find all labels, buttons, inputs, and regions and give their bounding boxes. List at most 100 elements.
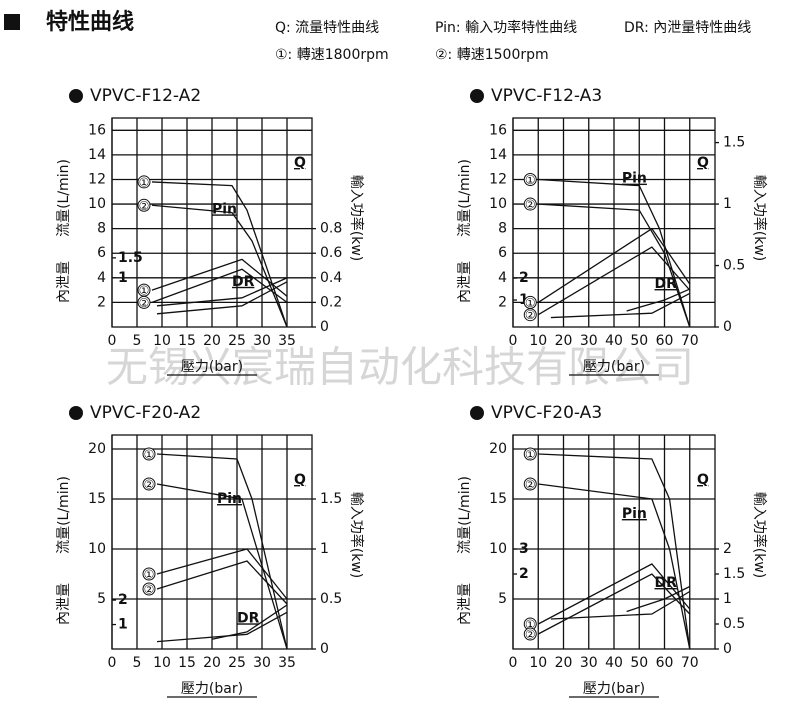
- curve: [151, 204, 288, 328]
- y3-tick-label: 2: [519, 270, 529, 286]
- title-bullet: [470, 89, 484, 103]
- curve-label-ring: [523, 477, 537, 491]
- x-tick-label: 60: [656, 655, 674, 671]
- curve: [156, 453, 288, 650]
- curve-label-ring: [523, 447, 537, 461]
- x-tick-label: 25: [228, 655, 246, 671]
- y-tick-label: 8: [498, 221, 507, 237]
- watermark: 无锡兴宸瑞自动化科技有限公司: [106, 343, 694, 392]
- y-tick-label: 20: [88, 441, 106, 457]
- series-name: DR: [237, 610, 260, 626]
- y3-axis-label: 內泄量: [457, 261, 473, 303]
- y2-tick-label: 0.5: [320, 591, 342, 607]
- y2-tick-label: 1: [320, 541, 329, 557]
- y-tick-label: 16: [489, 122, 507, 138]
- x-tick-label: 50: [630, 655, 648, 671]
- curve-label: ②: [144, 478, 155, 492]
- x-tick-label: 35: [278, 333, 296, 349]
- y2-tick-label: 0: [723, 641, 732, 657]
- y-tick-label: 20: [489, 441, 507, 457]
- legend-text: ②: 轉速1500rpm: [435, 47, 549, 63]
- x-axis-label: 壓力(bar): [181, 359, 243, 375]
- x-axis-label: 壓力(bar): [583, 681, 645, 697]
- curve: [550, 292, 691, 319]
- series-name: Q: [294, 155, 306, 171]
- x-tick-label: 15: [178, 333, 196, 349]
- y-tick-label: 12: [88, 171, 106, 187]
- y3-tick-label: 1: [118, 270, 128, 286]
- legend-text: DR: 內泄量特性曲线: [624, 20, 751, 36]
- x-axis-label: 壓力(bar): [583, 359, 645, 375]
- y-tick-label: 16: [88, 122, 106, 138]
- page-title: 特性曲线: [46, 9, 134, 35]
- x-tick-label: 30: [580, 655, 598, 671]
- curve: [156, 560, 288, 605]
- curve: [156, 548, 288, 600]
- x-tick-label: 15: [178, 655, 196, 671]
- x-tick-label: 40: [605, 333, 623, 349]
- x-tick-label: 40: [605, 655, 623, 671]
- y2-tick-label: 0.5: [723, 258, 745, 274]
- curve-label: ①: [139, 175, 150, 189]
- y3-axis-label: 內泄量: [56, 583, 72, 625]
- y2-axis-label: 輸入功率(kw): [348, 492, 365, 578]
- curve-label-ring: [523, 308, 537, 322]
- y-tick-label: 8: [97, 221, 106, 237]
- curve-label: ②: [525, 628, 536, 642]
- y-axis-label: 流量(L/min): [56, 476, 72, 554]
- y2-axis-label: 輸入功率(kw): [751, 492, 768, 578]
- y-tick-label: 5: [97, 591, 106, 607]
- y2-tick-label: 0.6: [320, 245, 342, 261]
- curve-label-ring: [523, 627, 537, 641]
- y2-tick-label: 1: [723, 196, 732, 212]
- curve-label-ring: [137, 175, 151, 189]
- x-tick-label: 35: [278, 655, 296, 671]
- x-tick-label: 30: [253, 333, 271, 349]
- x-tick-label: 5: [133, 333, 142, 349]
- curve-label: ②: [525, 308, 536, 322]
- y2-tick-label: 0: [320, 319, 329, 335]
- curve-label: ②: [139, 296, 150, 310]
- curve: [537, 227, 691, 303]
- curve: [151, 181, 288, 328]
- series-name: DR: [655, 575, 678, 591]
- y2-tick-label: 0.8: [320, 221, 342, 237]
- x-tick-label: 10: [153, 333, 171, 349]
- curve: [538, 483, 691, 650]
- y-tick-label: 12: [489, 171, 507, 187]
- curve: [156, 281, 288, 315]
- x-tick-label: 0: [509, 333, 518, 349]
- series-name: Pin: [622, 506, 647, 522]
- curve: [626, 288, 691, 312]
- curve: [538, 203, 691, 328]
- curve: [151, 268, 288, 304]
- curve-label: ①: [525, 173, 536, 187]
- x-tick-label: 70: [681, 655, 699, 671]
- curve-label: ②: [144, 583, 155, 597]
- y-tick-label: 5: [498, 591, 507, 607]
- legend-text: ①: 轉速1800rpm: [275, 47, 389, 63]
- y2-axis-label: 輸入功率(kw): [348, 175, 365, 261]
- curve-label: ①: [525, 618, 536, 632]
- curve: [538, 453, 691, 650]
- series-name: Pin: [212, 201, 237, 217]
- y-tick-label: 10: [489, 196, 507, 212]
- curve-label-ring: [523, 172, 537, 186]
- chart-title: VPVC-F20-A2: [90, 403, 201, 423]
- y-tick-label: 15: [489, 491, 507, 507]
- curve-label-ring: [142, 447, 156, 461]
- curve-label: ①: [139, 284, 150, 298]
- x-tick-label: 60: [656, 333, 674, 349]
- legend-text: Pin: 輸入功率特性曲线: [435, 19, 577, 36]
- curve-label-ring: [523, 197, 537, 211]
- x-tick-label: 25: [228, 333, 246, 349]
- x-tick-label: 20: [555, 333, 573, 349]
- curve: [156, 277, 288, 307]
- curve-label: ①: [525, 448, 536, 462]
- curve-label: ①: [525, 296, 536, 310]
- y-axis-label: 流量(L/min): [457, 159, 473, 237]
- y-tick-label: 10: [489, 541, 507, 557]
- y-tick-label: 4: [498, 270, 507, 286]
